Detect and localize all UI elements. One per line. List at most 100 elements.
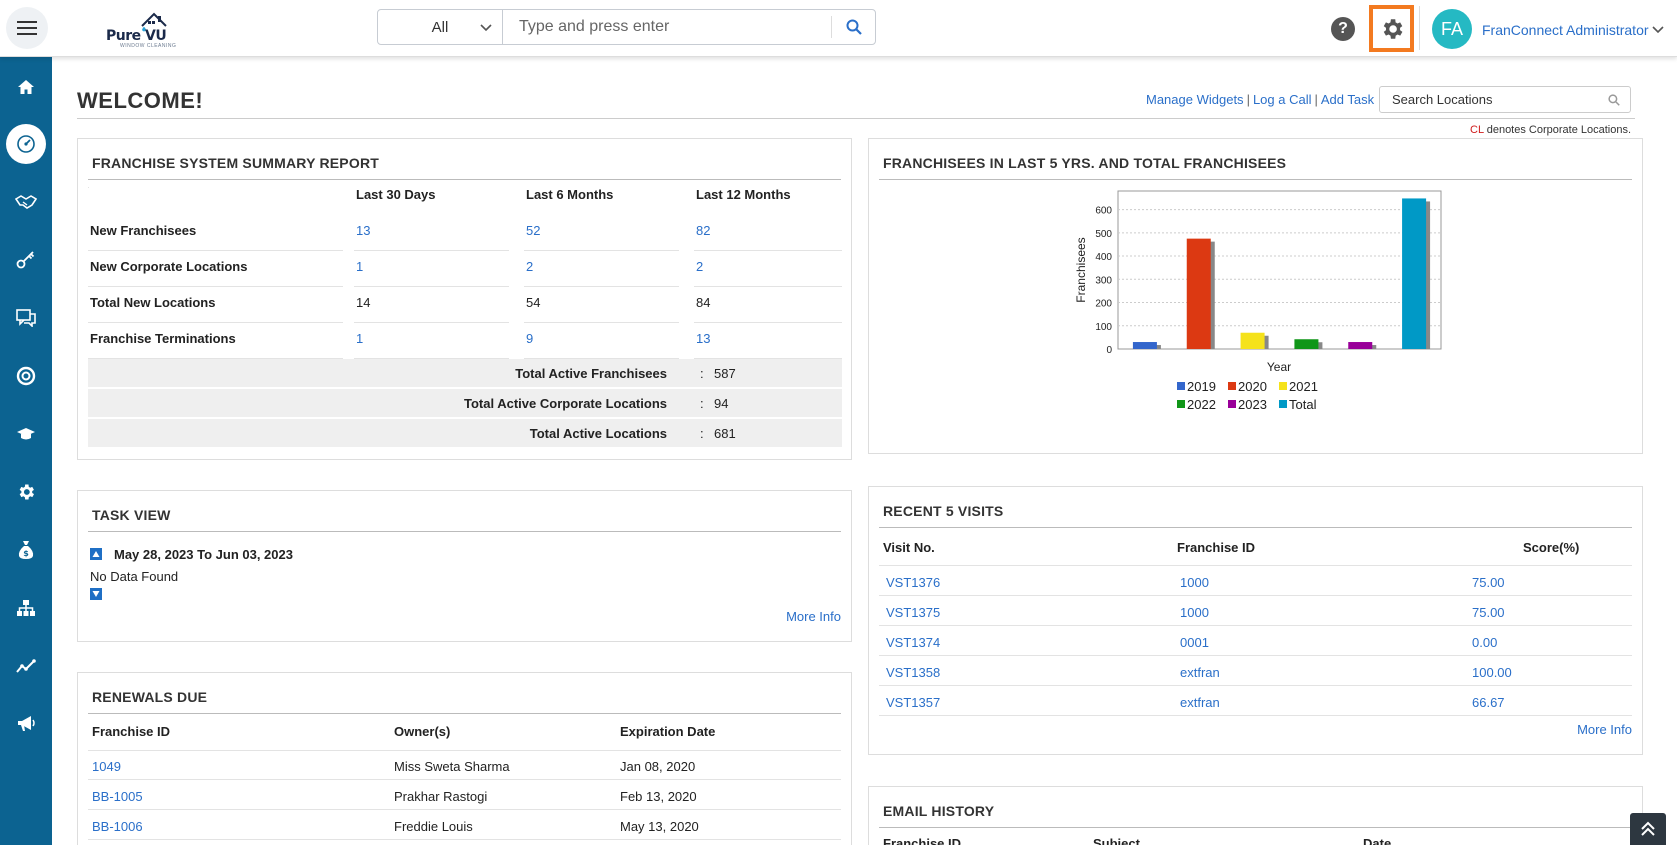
column-header-12-months: Last 12 Months: [696, 187, 791, 202]
cl-marker: CL: [1470, 124, 1484, 136]
row-label-franchise-terminations: Franchise Terminations: [90, 331, 236, 346]
panel-title-rule: [88, 531, 841, 532]
renewals-due-panel: RENEWALS DUE Franchise ID Owner(s) Expir…: [77, 672, 852, 845]
hamburger-menu-button[interactable]: [6, 7, 48, 49]
franchisees-chart-panel: FRANCHISEES IN LAST 5 YRS. AND TOTAL FRA…: [868, 138, 1643, 454]
user-name-menu[interactable]: FranConnect Administrator: [1482, 22, 1649, 38]
log-call-link[interactable]: Log a Call: [1252, 92, 1312, 107]
renewal-owner: Miss Sweta Sharma: [394, 759, 510, 774]
previous-week-icon[interactable]: [90, 548, 102, 560]
panel-title-rule: [879, 179, 1632, 180]
legend-label: Total: [1289, 397, 1317, 412]
visit-franchise-link[interactable]: extfran: [1180, 695, 1220, 710]
company-logo[interactable]: Pure VU WINDOW CLEANING: [102, 12, 178, 50]
manage-widgets-link[interactable]: Manage Widgets: [1146, 92, 1244, 107]
link-separator: |: [1314, 92, 1318, 107]
sidebar-item-admin[interactable]: [0, 469, 52, 515]
renewal-franchise-link[interactable]: BB-1005: [92, 789, 143, 804]
home-icon: [18, 80, 34, 94]
new-corporate-12m[interactable]: 2: [696, 259, 704, 274]
total-active-locations-value: 681: [714, 426, 736, 441]
title-divider: [77, 118, 1635, 119]
hierarchy-icon: [17, 600, 35, 616]
renewal-franchise-link[interactable]: 1049: [92, 759, 121, 774]
y-tick-label: 0: [1106, 345, 1112, 356]
legend-label: 2019: [1187, 379, 1216, 394]
new-corporate-6m[interactable]: 2: [526, 259, 534, 274]
sidebar-item-franchise-sales[interactable]: [0, 179, 52, 225]
task-view-panel: TASK VIEW May 28, 2023 To Jun 03, 2023 N…: [77, 490, 852, 642]
sidebar-item-dashboard[interactable]: [0, 121, 52, 167]
key-icon: [16, 251, 35, 269]
legend-swatch: [1279, 400, 1287, 408]
sidebar-item-marketing[interactable]: [0, 701, 52, 747]
task-empty-message: No Data Found: [90, 569, 179, 584]
legend-label: 2021: [1289, 379, 1318, 394]
visit-score-link[interactable]: 66.67: [1472, 695, 1505, 710]
visit-franchise-link[interactable]: extfran: [1180, 665, 1220, 680]
new-corporate-30d[interactable]: 1: [356, 259, 364, 274]
visit-number-link[interactable]: VST1375: [886, 605, 941, 620]
settings-button[interactable]: [1369, 5, 1414, 52]
search-category-select[interactable]: All: [378, 10, 503, 44]
svg-text:$: $: [23, 549, 29, 558]
chevron-down-icon[interactable]: [1652, 25, 1664, 35]
sidebar-item-hierarchy[interactable]: [0, 585, 52, 631]
recent-visits-panel: RECENT 5 VISITS Visit No. Franchise ID S…: [868, 486, 1643, 755]
visit-score-link[interactable]: 75.00: [1472, 575, 1505, 590]
new-franchisees-12m[interactable]: 82: [696, 223, 711, 238]
visits-more-info-link[interactable]: More Info: [1577, 722, 1632, 737]
visit-number-link[interactable]: VST1358: [886, 665, 941, 680]
plot-area: [1117, 190, 1442, 350]
add-task-link[interactable]: Add Task: [1320, 92, 1375, 107]
sidebar-item-messages[interactable]: [0, 295, 52, 341]
quick-links: Manage Widgets | Log a Call | Add Task: [1146, 92, 1374, 107]
sidebar-item-training[interactable]: [0, 411, 52, 457]
sidebar-item-reports[interactable]: [0, 643, 52, 689]
dashboard-icon: [17, 135, 35, 153]
visit-franchise-link[interactable]: 1000: [1180, 605, 1209, 620]
visit-score-link[interactable]: 75.00: [1472, 605, 1505, 620]
total-active-corporate-value: 94: [714, 396, 729, 411]
total-colon: :: [700, 366, 704, 381]
search-button[interactable]: [831, 16, 875, 38]
task-more-info-link[interactable]: More Info: [786, 609, 841, 624]
terminations-30d[interactable]: 1: [356, 331, 364, 346]
total-label: Total Active Locations: [529, 426, 667, 441]
user-avatar[interactable]: FA: [1432, 9, 1472, 49]
bar-2021: [1240, 332, 1265, 349]
renewal-expiration: May 13, 2020: [620, 819, 699, 834]
location-search-input[interactable]: [1380, 87, 1590, 112]
legend-label: 2020: [1238, 379, 1267, 394]
scroll-to-top-button[interactable]: [1630, 813, 1666, 845]
sidebar-item-access[interactable]: [0, 237, 52, 283]
terminations-6m[interactable]: 9: [526, 331, 534, 346]
lifebuoy-icon: [16, 366, 36, 386]
search-input[interactable]: [503, 10, 831, 44]
sidebar-item-support[interactable]: [0, 353, 52, 399]
corporate-location-note: CL denotes Corporate Locations.: [1470, 124, 1631, 136]
visit-franchise-link[interactable]: 0001: [1180, 635, 1209, 650]
sidebar-item-home[interactable]: [0, 64, 52, 110]
double-chevron-up-icon: [1641, 821, 1655, 836]
house-icon: [141, 12, 167, 32]
visit-number-link[interactable]: VST1374: [886, 635, 941, 650]
terminations-12m[interactable]: 13: [696, 331, 711, 346]
new-franchisees-6m[interactable]: 52: [526, 223, 541, 238]
location-search: [1379, 86, 1631, 113]
task-date-range: May 28, 2023 To Jun 03, 2023: [114, 547, 293, 562]
renewal-franchise-link[interactable]: BB-1006: [92, 819, 143, 834]
row-label-new-franchisees: New Franchisees: [90, 223, 197, 238]
search-icon[interactable]: [1608, 94, 1620, 106]
sidebar-item-finance[interactable]: $: [0, 527, 52, 573]
visit-franchise-link[interactable]: 1000: [1180, 575, 1209, 590]
new-franchisees-30d[interactable]: 13: [356, 223, 371, 238]
next-week-icon[interactable]: [90, 588, 102, 600]
visit-number-link[interactable]: VST1376: [886, 575, 941, 590]
help-icon[interactable]: ?: [1331, 17, 1355, 41]
total-label: Total Active Franchisees: [515, 366, 667, 381]
column-header-visit-no: Visit No.: [883, 540, 935, 555]
visit-number-link[interactable]: VST1357: [886, 695, 941, 710]
visit-score-link[interactable]: 0.00: [1472, 635, 1498, 650]
visit-score-link[interactable]: 100.00: [1472, 665, 1512, 680]
